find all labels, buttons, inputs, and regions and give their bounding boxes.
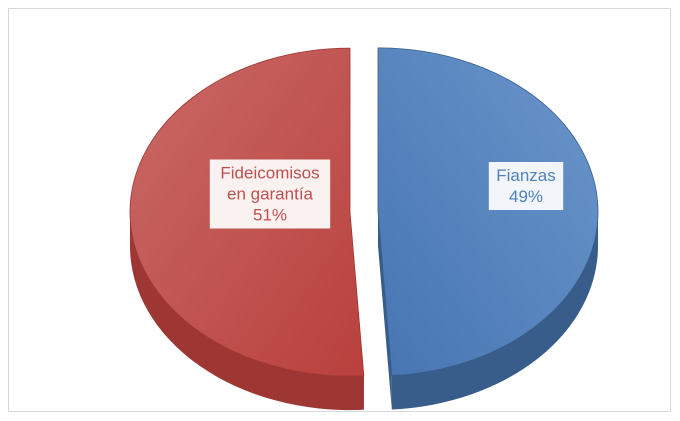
data-label-box xyxy=(488,162,564,210)
data-label-percent: 51% xyxy=(253,206,287,225)
data-label-name: Fideicomisos xyxy=(220,164,319,183)
data-label-name: en garantía xyxy=(227,185,314,204)
data-label-box xyxy=(209,159,331,229)
slice-cut-wall xyxy=(377,211,392,410)
slices-layer xyxy=(129,47,599,411)
data-label-name: Fianzas xyxy=(496,166,556,185)
slice-fideicomisos xyxy=(129,47,365,411)
slice-side-wall xyxy=(391,211,598,410)
data-label-percent: 49% xyxy=(509,187,543,206)
labels-layer: Fideicomisos en garantía 51% Fianzas 49% xyxy=(209,159,564,229)
slice-side-wall xyxy=(130,212,364,411)
slice-fianzas xyxy=(377,47,599,410)
slice-top-face xyxy=(377,47,599,376)
